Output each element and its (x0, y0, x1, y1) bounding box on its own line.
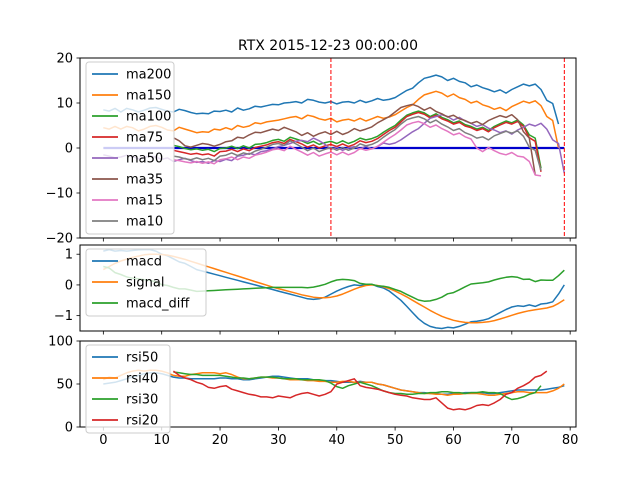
y-tick-label: 0 (65, 421, 73, 436)
panel-1: −1 0 1 macd signal macd_diff (54, 244, 577, 335)
x-tick-label: 70 (504, 433, 521, 448)
legend-box (85, 61, 175, 235)
legend-label-macd_diff: macd_diff (126, 297, 190, 312)
series-line-ma35 (173, 103, 536, 176)
chart-title: RTX 2015-12-23 00:00:00 (238, 38, 418, 54)
series-line-rsi50 (103, 372, 565, 396)
axes-frame (79, 244, 577, 332)
legend-label-ma15: ma15 (126, 194, 163, 209)
plot-area (103, 58, 566, 238)
legend-label-macd: macd (126, 255, 162, 270)
y-tick-label: 0 (65, 278, 73, 293)
series-line-ma75 (173, 111, 542, 172)
series-line-rsi40 (102, 369, 565, 396)
legend-label-rsi40: rsi40 (126, 372, 158, 387)
x-tick-label: 40 (328, 433, 345, 448)
legend-label-ma150: ma150 (126, 89, 171, 104)
legend-label-ma35: ma35 (126, 173, 163, 188)
x-tick-label: 80 (562, 433, 579, 448)
legend-box (85, 344, 171, 434)
x-tick-label: 10 (153, 433, 170, 448)
legend-label-rsi20: rsi20 (126, 414, 158, 429)
legend: rsi50 rsi40 rsi30 rsi20 (85, 344, 171, 434)
y-tick-label: 100 (48, 335, 73, 350)
legend-label-signal: signal (126, 276, 164, 291)
y-tick-label: 0 (65, 142, 73, 157)
legend-label-ma100: ma100 (126, 110, 171, 125)
x-tick-label: 20 (212, 433, 229, 448)
x-tick-label: 50 (387, 433, 404, 448)
legend-label-ma75: ma75 (126, 131, 163, 146)
x-tick-label: 0 (99, 433, 107, 448)
legend: macd signal macd_diff (85, 248, 207, 317)
legend-label-ma10: ma10 (126, 215, 163, 230)
y-tick-label: 10 (56, 97, 73, 112)
legend-label-ma50: ma50 (126, 152, 163, 167)
legend: ma200 ma150 ma100 ma75 ma50 ma35 ma15 ma10 (85, 61, 175, 235)
legend-box (85, 248, 207, 317)
series-line-rsi20 (172, 370, 548, 411)
y-tick-label: −20 (46, 232, 73, 247)
x-tick-label: 30 (270, 433, 287, 448)
series-line-ma100 (173, 110, 542, 169)
plot-area (102, 369, 565, 411)
legend-label-rsi30: rsi30 (126, 393, 158, 408)
legend-label-rsi50: rsi50 (126, 351, 158, 366)
y-tick-label: 50 (56, 378, 73, 393)
y-tick-label: 20 (56, 52, 73, 67)
y-tick-label: −1 (54, 309, 73, 324)
y-tick-label: −10 (46, 187, 73, 202)
series-line-ma10 (173, 115, 542, 171)
panel-0: −20−1001020ma200ma150ma100ma75ma50ma35ma… (46, 52, 577, 247)
x-tick-label: 60 (445, 433, 462, 448)
legend-label-ma200: ma200 (126, 68, 171, 83)
chart-panels: −20−1001020ma200ma150ma100ma75ma50ma35ma… (46, 52, 579, 449)
series-line-ma15 (173, 120, 542, 177)
y-tick-label: 1 (65, 248, 73, 263)
